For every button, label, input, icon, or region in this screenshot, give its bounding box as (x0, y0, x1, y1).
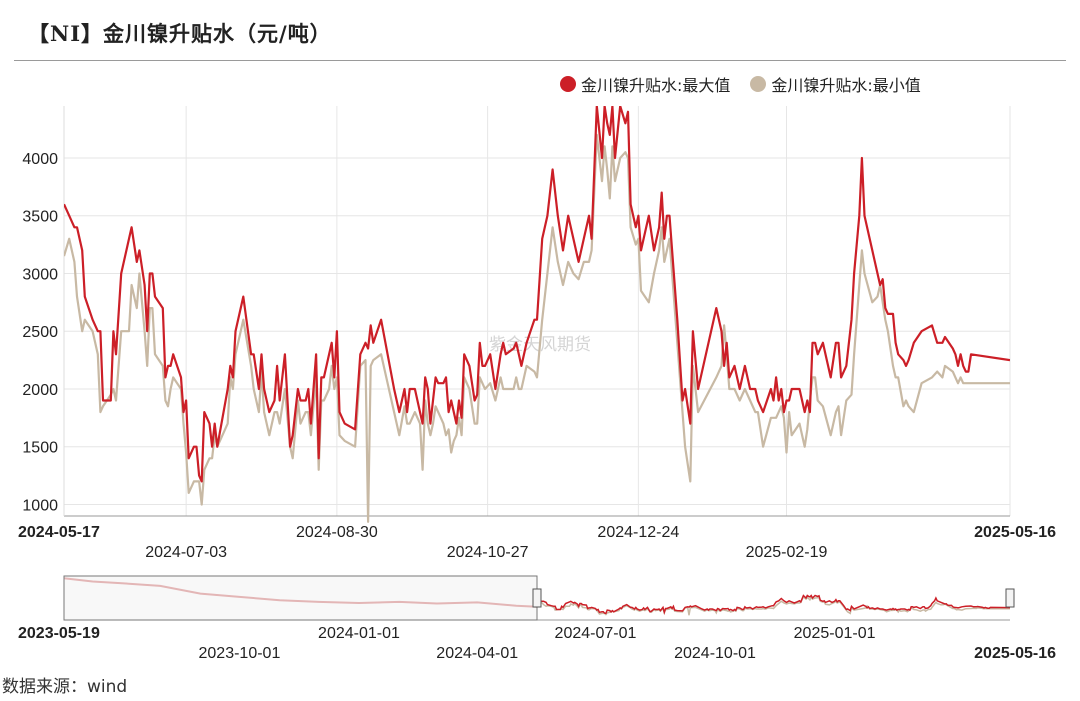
navigator-tick-label: 2025-05-16 (974, 645, 1056, 662)
x-tick-label: 2025-05-16 (974, 524, 1056, 541)
navigator-tick-label: 2025-01-01 (794, 625, 876, 642)
navigator-handle-left[interactable] (532, 588, 542, 608)
navigator-series-max (536, 594, 1011, 615)
legend-item-max[interactable]: 金川镍升贴水:最大值 (560, 72, 730, 96)
x-tick-label: 2024-08-30 (296, 524, 378, 541)
legend-label-max: 金川镍升贴水:最大值 (581, 76, 731, 95)
navigator-tick-label: 2024-01-01 (318, 625, 400, 642)
legend-label-min: 金川镍升贴水:最小值 (771, 76, 921, 95)
y-tick-label: 4000 (22, 151, 58, 168)
y-tick-label: 1500 (22, 440, 58, 457)
series-line-min (64, 133, 1010, 523)
navigator-series-min (536, 595, 1010, 616)
data-source: 数据来源：wind (2, 677, 128, 697)
y-tick-label: 3000 (22, 266, 58, 283)
title-divider (14, 60, 1066, 61)
y-tick-label: 2500 (22, 324, 58, 341)
navigator-tick-label: 2024-07-01 (555, 625, 637, 642)
navigator-tick-label: 2024-04-01 (436, 645, 518, 662)
navigator-tick-label: 2023-05-19 (18, 625, 100, 642)
legend-marker-max (560, 76, 576, 92)
x-tick-label: 2025-02-19 (746, 544, 828, 561)
x-tick-label: 2024-05-17 (18, 524, 100, 541)
chart-legend[interactable]: 金川镍升贴水:最大值 金川镍升贴水:最小值 (560, 72, 941, 96)
navigator-tick-label: 2023-10-01 (199, 645, 281, 662)
series-line-max (64, 106, 1010, 483)
y-tick-label: 3500 (22, 209, 58, 226)
navigator-tick-label: 2024-10-01 (674, 645, 756, 662)
chart-title: 【NI】金川镍升贴水（元/吨） (28, 21, 332, 46)
navigator-handle-right[interactable] (1005, 588, 1015, 608)
x-tick-label: 2024-10-27 (447, 544, 529, 561)
navigator-selection (63, 575, 538, 621)
legend-item-min[interactable]: 金川镍升贴水:最小值 (750, 72, 921, 96)
x-tick-label: 2024-12-24 (597, 524, 679, 541)
x-tick-label: 2024-07-03 (145, 544, 227, 561)
y-tick-label: 1000 (22, 497, 58, 514)
navigator-series-context (63, 577, 538, 608)
legend-marker-min (750, 76, 767, 92)
y-tick-label: 2000 (22, 382, 58, 399)
